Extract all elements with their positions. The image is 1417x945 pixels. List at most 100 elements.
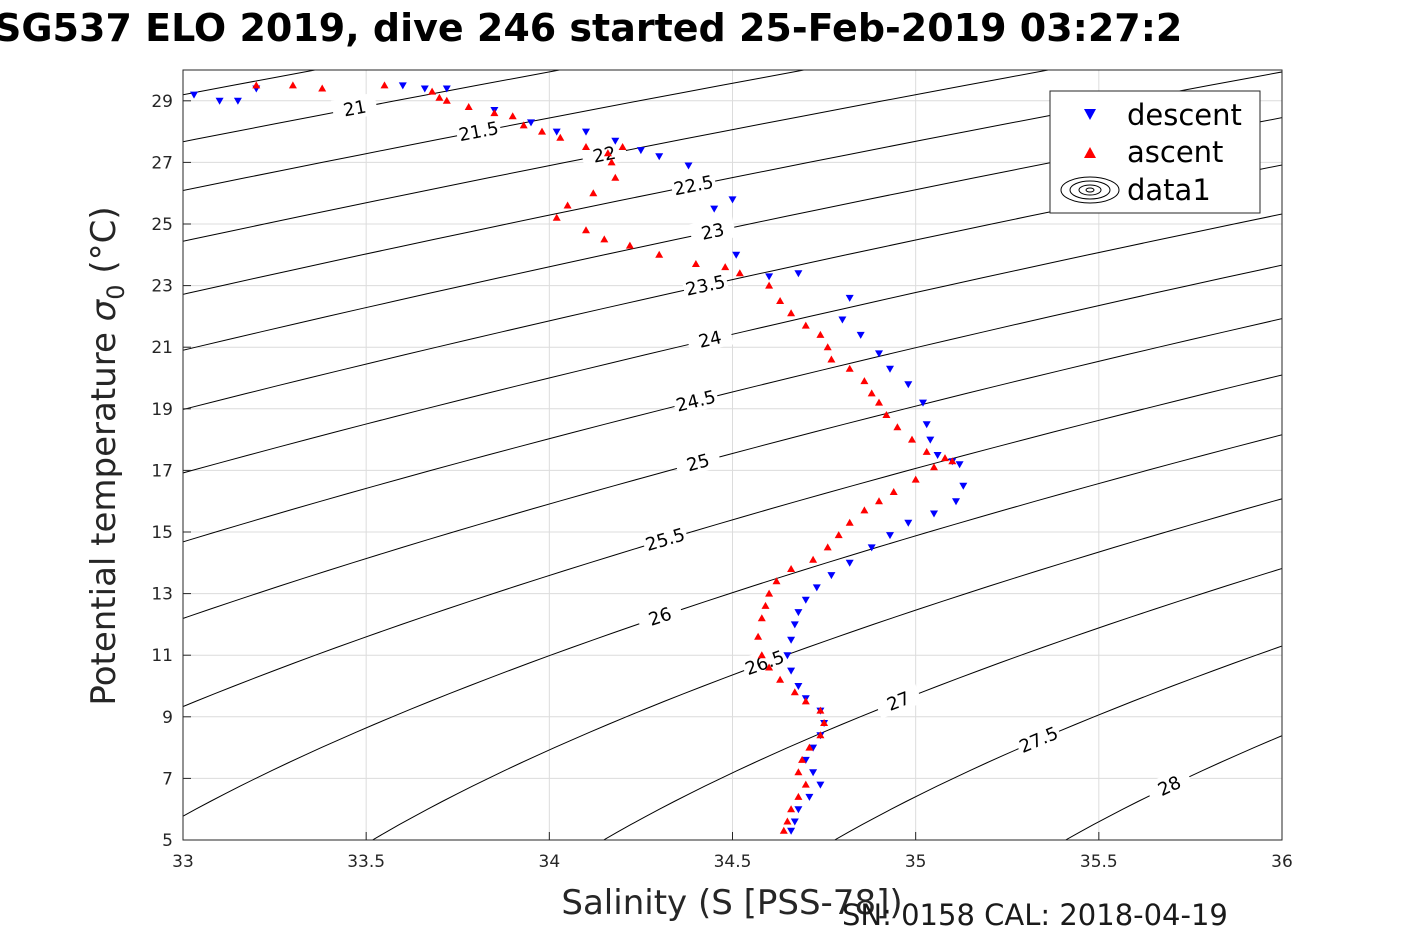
ascent-point [823, 343, 832, 351]
contour-label-bg [739, 644, 789, 680]
descent-point [794, 609, 803, 617]
legend-label-descent: descent [1127, 98, 1242, 132]
contour-label-bg [330, 92, 379, 123]
ascent-point [380, 81, 389, 89]
y-tick-label: 9 [162, 708, 173, 728]
y-tick-label: 5 [162, 831, 173, 851]
ascent-point [611, 173, 620, 181]
descent-point [527, 119, 535, 127]
contour-label-bg [873, 682, 923, 719]
descent-point [398, 82, 407, 90]
contour-label-bg [1144, 765, 1194, 805]
descent-point [805, 793, 814, 801]
ascent-point [765, 589, 774, 597]
descent-point [812, 584, 821, 592]
y-tick-label: 19 [151, 400, 173, 420]
ascent-point [801, 321, 810, 329]
contour-label-bg [454, 115, 503, 146]
y-axis-label: Potential temperature σ0 (°C) [84, 206, 130, 705]
descent-point [926, 436, 935, 444]
legend-marker-ascent [1084, 147, 1096, 158]
ascent-point [589, 189, 598, 197]
ascent-point [930, 463, 938, 471]
isopycnal-line [183, 117, 1282, 351]
isopycnal-line [371, 498, 1282, 840]
ascent-point [757, 651, 766, 659]
descent-point [930, 510, 938, 518]
legend-label-data1: data1 [1127, 173, 1211, 207]
descent-point [794, 683, 803, 690]
ascent-point [834, 531, 843, 539]
ascent-point [288, 81, 297, 89]
ascent-point [820, 719, 829, 726]
ascent-point [691, 260, 700, 267]
contour-label-bg [671, 384, 720, 417]
descent-point [790, 818, 799, 826]
ascent-point [442, 96, 451, 104]
y-tick-label: 11 [151, 646, 173, 666]
ascent-point [845, 364, 854, 372]
ascent-point [625, 241, 634, 249]
descent-point [420, 85, 429, 93]
descent-point [442, 85, 451, 93]
descent-point [904, 381, 913, 389]
ascent-point [252, 81, 261, 89]
ascent-point [765, 281, 774, 289]
ascent-point [582, 143, 590, 150]
contour-labels: 2121.52222.52323.52424.52525.52626.52727… [330, 92, 1194, 805]
contour-label-bg [681, 269, 730, 301]
descent-point [636, 147, 645, 155]
contour-label-bg [640, 521, 690, 556]
x-axis-label: Salinity (S [PSS-78]) [561, 883, 902, 923]
descent-point [922, 421, 931, 429]
ascent-point [882, 411, 891, 418]
ascent-point [922, 447, 931, 455]
ascent-point [582, 226, 590, 234]
descent-point [611, 137, 620, 145]
isopycnal-line [183, 318, 1282, 619]
descent-point [867, 544, 876, 552]
contour-label: 23 [699, 220, 726, 245]
x-tick-label: 33 [172, 852, 194, 872]
descent-point [215, 97, 224, 105]
ascent-point [761, 601, 770, 609]
ascent-point [765, 663, 774, 671]
legend-contour-icon [1060, 176, 1120, 204]
descent-point [919, 399, 927, 407]
ascent-point [556, 133, 565, 141]
y-tick-label: 23 [151, 277, 173, 297]
descent-point [582, 128, 590, 136]
contour-label-bg [580, 138, 628, 169]
ascent-point [538, 127, 546, 135]
ascent-point [801, 697, 810, 705]
ascent-point [867, 389, 876, 397]
ascent-point [603, 149, 612, 157]
ascent-point [721, 263, 730, 271]
y-tick-label: 27 [151, 153, 173, 173]
descent-point [875, 350, 883, 358]
ascent-point [816, 706, 825, 714]
ascent-point [816, 330, 825, 338]
ascent-point [464, 103, 473, 110]
contour-label-bg [673, 445, 722, 479]
legend: descent ascent data1 [1049, 90, 1261, 214]
descent-point [856, 331, 865, 339]
ascent-point [794, 768, 803, 776]
descent-point [809, 744, 818, 752]
ascent-point [779, 826, 788, 834]
descent-point [794, 270, 803, 278]
isopycnal-line [833, 645, 1282, 840]
ascent-point [805, 743, 814, 751]
x-tick-label: 33.5 [347, 852, 385, 872]
isopycnal-line [183, 213, 1282, 474]
descent-point [233, 97, 242, 105]
descent-point [783, 652, 792, 660]
ascent-point [911, 475, 920, 483]
axis-ticks: 33 33.5 34 34.5 35 35.5 36 5 7 9 11 13 15 17 19 21 23 25 2… [151, 92, 1292, 872]
x-tick-label: 36 [1271, 852, 1293, 872]
isopycnal-line [602, 567, 1282, 840]
ascent-point [600, 235, 609, 243]
contour-label-bg [669, 169, 718, 200]
descent-point [732, 251, 741, 259]
ascent-point [816, 731, 825, 739]
